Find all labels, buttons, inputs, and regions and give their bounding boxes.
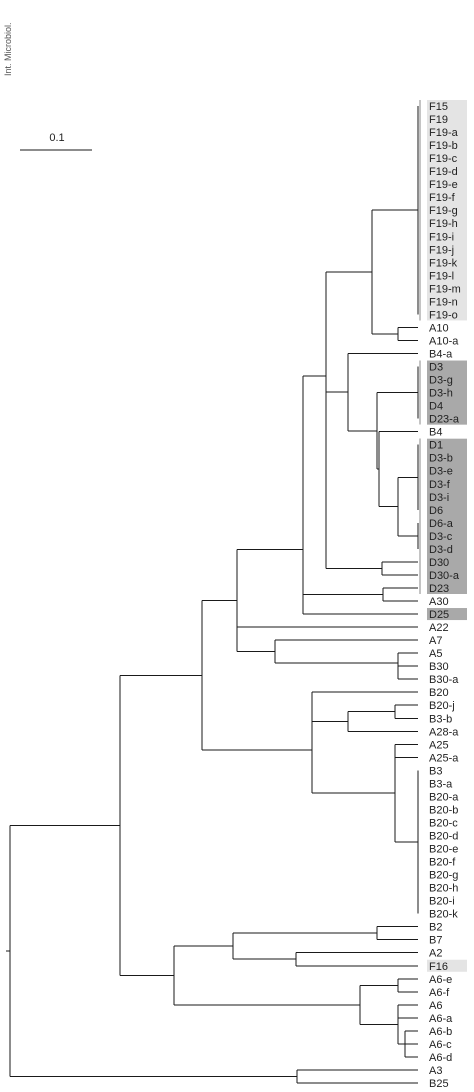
leaf-label: A6-c xyxy=(429,1039,452,1051)
leaf-label: B20-e xyxy=(429,844,458,856)
leaf-label: B20-f xyxy=(429,857,456,869)
leaf-label: A6 xyxy=(429,1000,442,1012)
leaf-label: A6-f xyxy=(429,987,450,999)
leaf-label: A30 xyxy=(429,596,449,608)
leaf-label: D3-f xyxy=(429,479,451,491)
highlight-d3 xyxy=(427,360,467,425)
leaf-label: F19-k xyxy=(429,257,458,269)
leaf-label: A2 xyxy=(429,948,442,960)
leaf-label: A22 xyxy=(429,622,449,634)
leaf-label: F16 xyxy=(429,961,448,973)
highlight-d1 xyxy=(427,438,467,594)
leaf-label: D30 xyxy=(429,557,449,569)
leaf-label: A7 xyxy=(429,635,442,647)
leaf-label: D3-b xyxy=(429,453,453,465)
leaf-label: D3 xyxy=(429,362,443,374)
leaf-label: A6-a xyxy=(429,1013,453,1025)
leaf-label: D3-i xyxy=(429,492,449,504)
leaf-label-layer: F15F19F19-aF19-bF19-cF19-dF19-eF19-fF19-… xyxy=(429,101,461,1090)
leaf-label: B30-a xyxy=(429,674,459,686)
leaf-label: A5 xyxy=(429,648,442,660)
leaf-label: F19-a xyxy=(429,127,459,139)
leaf-label: B20-c xyxy=(429,817,458,829)
leaf-label: B20-j xyxy=(429,700,455,712)
leaf-label: D3-g xyxy=(429,375,453,387)
leaf-label: F19-f xyxy=(429,192,456,204)
leaf-label: B20-g xyxy=(429,870,458,882)
leaf-label: B20-k xyxy=(429,909,458,921)
leaf-label: B7 xyxy=(429,935,442,947)
leaf-label: D6-a xyxy=(429,518,454,530)
leaf-label: A10 xyxy=(429,322,449,334)
leaf-label: F19-i xyxy=(429,231,454,243)
highlight-d25 xyxy=(427,608,467,621)
leaf-label: F19-b xyxy=(429,140,458,152)
leaf-label: A10-a xyxy=(429,335,459,347)
leaf-label: F19-l xyxy=(429,270,454,282)
leaf-label: B20-d xyxy=(429,830,458,842)
journal-credit: Int. Microbiol. xyxy=(3,22,13,76)
leaf-label: D23-a xyxy=(429,414,460,426)
leaf-label: A6-d xyxy=(429,1052,452,1064)
leaf-label: F19-e xyxy=(429,179,458,191)
leaf-label: D25 xyxy=(429,609,449,621)
leaf-label: A28-a xyxy=(429,726,459,738)
leaf-label: F19-n xyxy=(429,296,458,308)
leaf-label: D4 xyxy=(429,401,443,413)
leaf-label: B30 xyxy=(429,661,449,673)
leaf-label: B20-i xyxy=(429,896,455,908)
leaf-label: B3 xyxy=(429,765,442,777)
leaf-label: B20-b xyxy=(429,804,458,816)
leaf-label: D6 xyxy=(429,505,443,517)
leaf-label: F19 xyxy=(429,114,448,126)
leaf-label: B20-a xyxy=(429,791,459,803)
scale-bar-label: 0.1 xyxy=(49,132,64,144)
leaf-label: D30-a xyxy=(429,570,460,582)
leaf-label: D3-e xyxy=(429,466,453,478)
leaf-label: D3-h xyxy=(429,388,453,400)
leaf-label: B4-a xyxy=(429,349,453,361)
branch-layer xyxy=(6,106,419,1084)
leaf-label: F19-g xyxy=(429,205,458,217)
leaf-label: B25 xyxy=(429,1078,449,1090)
leaf-label: F19-d xyxy=(429,166,458,178)
leaf-label: B4 xyxy=(429,427,442,439)
leaf-label: F19-c xyxy=(429,153,458,165)
leaf-label: B20 xyxy=(429,687,449,699)
leaf-label: B2 xyxy=(429,922,442,934)
leaf-label: A3 xyxy=(429,1065,442,1077)
leaf-label: A6-e xyxy=(429,974,452,986)
highlight-f16 xyxy=(427,959,467,972)
leaf-label: D3-c xyxy=(429,531,453,543)
leaf-label: F15 xyxy=(429,101,448,113)
leaf-label: A6-b xyxy=(429,1026,452,1038)
leaf-label: D3-d xyxy=(429,544,453,556)
leaf-label: F19-h xyxy=(429,218,458,230)
leaf-label: B20-h xyxy=(429,883,458,895)
leaf-label: B3-b xyxy=(429,713,452,725)
highlight-f19 xyxy=(427,99,467,321)
highlight-layer xyxy=(419,99,467,972)
leaf-label: D1 xyxy=(429,440,443,452)
leaf-label: F19-o xyxy=(429,309,458,321)
leaf-label: A25 xyxy=(429,739,449,751)
leaf-label: F19-j xyxy=(429,244,454,256)
leaf-label: F19-m xyxy=(429,283,461,295)
leaf-label: B3-a xyxy=(429,778,453,790)
leaf-label: D23 xyxy=(429,583,449,595)
leaf-label: A25-a xyxy=(429,752,459,764)
